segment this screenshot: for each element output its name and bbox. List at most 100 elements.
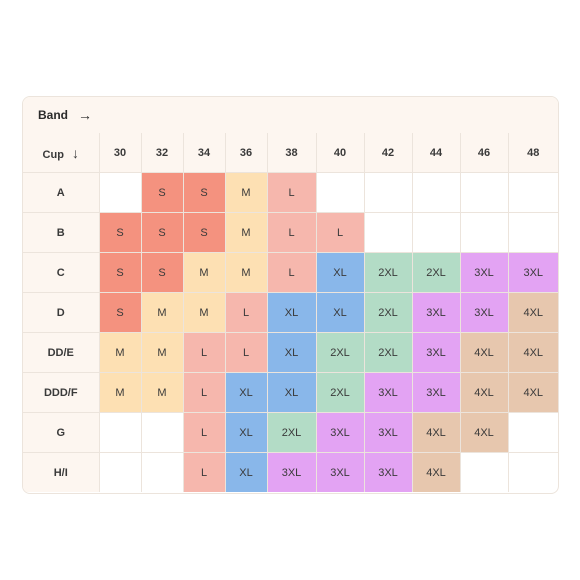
size-cell: 2XL bbox=[363, 332, 413, 373]
size-cell: XL bbox=[224, 412, 268, 453]
size-cell: L bbox=[182, 372, 226, 413]
size-cell bbox=[507, 452, 558, 492]
size-cell: S bbox=[140, 172, 184, 213]
size-cell: XL bbox=[315, 292, 365, 333]
size-cell: S bbox=[140, 252, 184, 293]
size-cell: XL bbox=[266, 332, 317, 373]
size-cell: 3XL bbox=[507, 252, 558, 293]
size-cell: 3XL bbox=[411, 292, 461, 333]
size-cell: 3XL bbox=[315, 412, 365, 453]
size-cell: S bbox=[98, 212, 142, 253]
column-header-row: Cup ↓ 30 32 34 36 38 40 42 44 46 48 bbox=[23, 133, 558, 173]
cup-row-label: H/I bbox=[23, 452, 100, 492]
size-cell: 4XL bbox=[507, 372, 558, 413]
size-cell bbox=[411, 172, 461, 213]
size-cell: S bbox=[182, 172, 226, 213]
size-cell: XL bbox=[224, 452, 268, 492]
size-cell bbox=[98, 412, 142, 453]
size-cell: 3XL bbox=[459, 252, 509, 293]
size-cell: 4XL bbox=[411, 412, 461, 453]
size-cell: 4XL bbox=[459, 412, 509, 453]
cup-row-label: B bbox=[23, 212, 100, 253]
cup-row-label: DDD/F bbox=[23, 372, 100, 413]
band-header-48: 48 bbox=[507, 133, 558, 173]
size-cell: 3XL bbox=[363, 412, 413, 453]
cup-row-label: C bbox=[23, 252, 100, 293]
size-cell: 2XL bbox=[363, 252, 413, 293]
table-row: DD/E M M L L XL 2XL 2XL 3XL 4XL 4XL bbox=[23, 332, 558, 373]
size-cell: 3XL bbox=[411, 372, 461, 413]
band-label: Band bbox=[38, 108, 68, 122]
cup-row-label: DD/E bbox=[23, 332, 100, 373]
size-cell: 4XL bbox=[459, 332, 509, 373]
size-cell: L bbox=[266, 252, 317, 293]
size-cell: M bbox=[224, 172, 268, 213]
size-cell: 3XL bbox=[315, 452, 365, 492]
band-header-42: 42 bbox=[363, 133, 413, 173]
size-cell: 3XL bbox=[363, 452, 413, 492]
size-cell bbox=[98, 452, 142, 492]
size-cell: 3XL bbox=[363, 372, 413, 413]
band-header-44: 44 bbox=[411, 133, 461, 173]
size-cell: L bbox=[182, 412, 226, 453]
size-cell bbox=[459, 452, 509, 492]
cup-row-label: G bbox=[23, 412, 100, 453]
size-cell: 2XL bbox=[363, 292, 413, 333]
band-header-34: 34 bbox=[182, 133, 226, 173]
size-cell bbox=[507, 412, 558, 453]
size-cell: XL bbox=[315, 252, 365, 293]
size-cell: 4XL bbox=[507, 292, 558, 333]
table-row: C S S M M L XL 2XL 2XL 3XL 3XL bbox=[23, 252, 558, 293]
size-cell: 2XL bbox=[411, 252, 461, 293]
size-cell bbox=[140, 452, 184, 492]
size-cell: M bbox=[140, 292, 184, 333]
table-row: DDD/F M M L XL XL 2XL 3XL 3XL 4XL 4XL bbox=[23, 372, 558, 413]
size-cell: L bbox=[266, 212, 317, 253]
band-header-36: 36 bbox=[224, 133, 268, 173]
table-row: H/I L XL 3XL 3XL 3XL 4XL bbox=[23, 452, 558, 492]
size-cell: L bbox=[224, 292, 268, 333]
size-cell: S bbox=[98, 252, 142, 293]
size-cell: M bbox=[98, 372, 142, 413]
size-cell: M bbox=[182, 252, 226, 293]
cup-header-cell: Cup ↓ bbox=[23, 133, 100, 173]
size-cell bbox=[315, 172, 365, 213]
size-cell: 2XL bbox=[266, 412, 317, 453]
size-cell: S bbox=[140, 212, 184, 253]
size-cell: M bbox=[182, 292, 226, 333]
size-cell bbox=[507, 212, 558, 253]
right-arrow-icon: → bbox=[78, 107, 92, 123]
size-cell: XL bbox=[266, 292, 317, 333]
cup-label: Cup bbox=[42, 148, 64, 161]
size-cell: M bbox=[224, 252, 268, 293]
size-cell: 2XL bbox=[315, 372, 365, 413]
size-cell: L bbox=[315, 212, 365, 253]
table-row: D S M M L XL XL 2XL 3XL 3XL 4XL bbox=[23, 292, 558, 333]
size-cell bbox=[363, 212, 413, 253]
size-cell bbox=[459, 212, 509, 253]
size-cell: M bbox=[140, 332, 184, 373]
size-cell bbox=[363, 172, 413, 213]
size-cell: XL bbox=[266, 372, 317, 413]
size-cell: S bbox=[98, 292, 142, 333]
band-header-30: 30 bbox=[98, 133, 142, 173]
size-cell: M bbox=[140, 372, 184, 413]
size-cell bbox=[98, 172, 142, 213]
size-cell: 3XL bbox=[411, 332, 461, 373]
table-row: G L XL 2XL 3XL 3XL 4XL 4XL bbox=[23, 412, 558, 453]
size-cell bbox=[140, 412, 184, 453]
size-cell: 2XL bbox=[315, 332, 365, 373]
cup-row-label: D bbox=[23, 292, 100, 333]
down-arrow-icon: ↓ bbox=[71, 144, 79, 161]
size-cell: XL bbox=[224, 372, 268, 413]
size-cell: 3XL bbox=[459, 292, 509, 333]
band-header-46: 46 bbox=[459, 133, 509, 173]
size-cell: 4XL bbox=[507, 332, 558, 373]
size-cell: S bbox=[182, 212, 226, 253]
band-header-row: Band → bbox=[23, 97, 558, 134]
size-cell: M bbox=[224, 212, 268, 253]
size-cell: L bbox=[182, 332, 226, 373]
